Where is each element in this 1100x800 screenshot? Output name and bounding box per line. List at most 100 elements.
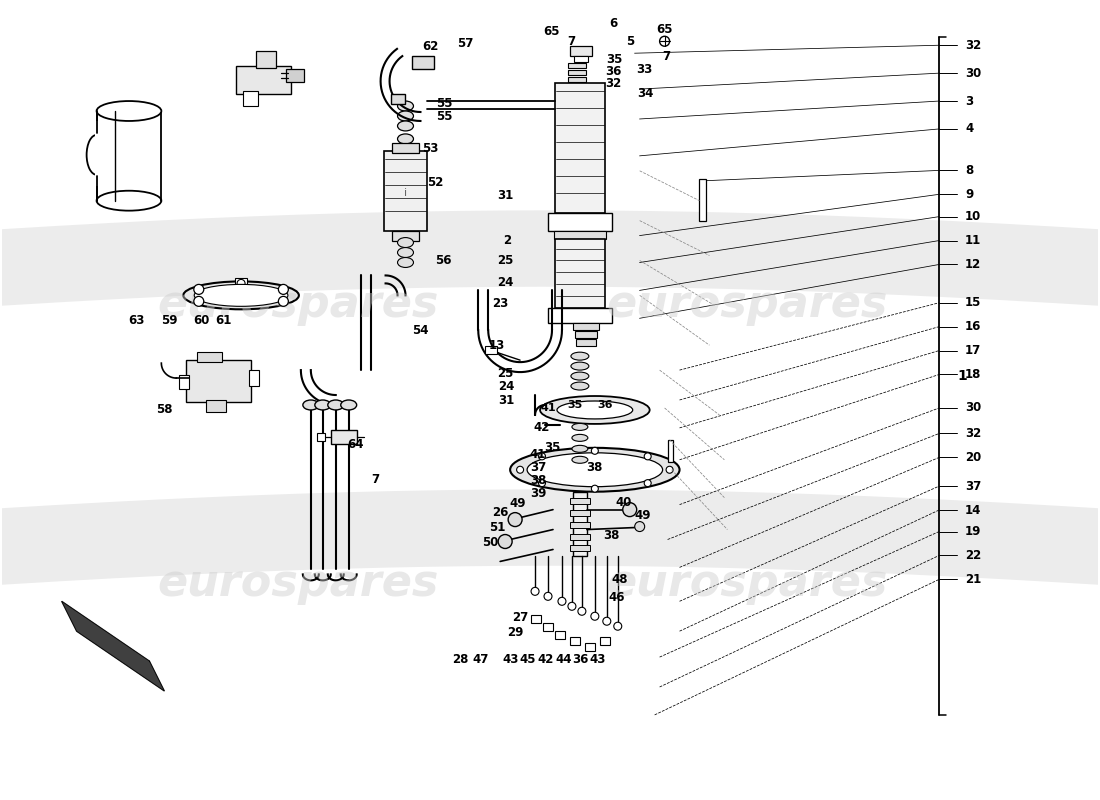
- Bar: [570, 46, 592, 56]
- Bar: [575, 331, 597, 338]
- Text: 64: 64: [348, 438, 364, 451]
- Text: 48: 48: [612, 573, 628, 586]
- Text: 42: 42: [534, 422, 550, 434]
- Text: 24: 24: [497, 276, 514, 289]
- Text: 53: 53: [422, 142, 439, 155]
- Text: 44: 44: [556, 653, 572, 666]
- Text: 38: 38: [604, 529, 620, 542]
- Text: 56: 56: [436, 254, 452, 267]
- Ellipse shape: [572, 434, 587, 442]
- Ellipse shape: [328, 400, 343, 410]
- Bar: [286, 69, 304, 82]
- Circle shape: [278, 296, 288, 306]
- Bar: [568, 77, 586, 82]
- Text: 2: 2: [503, 234, 512, 247]
- Text: 61: 61: [214, 314, 231, 326]
- Ellipse shape: [571, 352, 588, 360]
- Text: 35: 35: [543, 442, 560, 454]
- Text: 35: 35: [606, 53, 623, 66]
- Text: 49: 49: [510, 497, 527, 510]
- Text: 33: 33: [637, 62, 652, 76]
- Text: 6: 6: [609, 17, 618, 30]
- Bar: [548, 308, 612, 323]
- Text: 58: 58: [156, 403, 173, 417]
- Ellipse shape: [397, 121, 414, 131]
- Ellipse shape: [572, 456, 587, 463]
- Bar: [574, 56, 587, 62]
- Circle shape: [558, 598, 565, 606]
- Bar: [570, 510, 590, 515]
- Bar: [249, 370, 258, 386]
- Bar: [570, 637, 580, 645]
- Ellipse shape: [572, 446, 587, 452]
- Text: 52: 52: [427, 176, 443, 190]
- Circle shape: [539, 453, 546, 460]
- Bar: [95, 121, 114, 186]
- Circle shape: [623, 502, 637, 517]
- Circle shape: [508, 513, 522, 526]
- Bar: [179, 375, 189, 389]
- Text: 20: 20: [965, 451, 981, 464]
- Bar: [317, 433, 324, 441]
- Text: 8: 8: [965, 164, 974, 177]
- Text: 41: 41: [530, 448, 547, 462]
- Bar: [235, 278, 248, 288]
- Text: 30: 30: [965, 66, 981, 80]
- Text: 3: 3: [965, 94, 974, 107]
- Circle shape: [278, 285, 288, 294]
- Text: 22: 22: [965, 549, 981, 562]
- Ellipse shape: [315, 400, 331, 410]
- Text: 4: 4: [965, 122, 974, 135]
- Bar: [331, 430, 356, 444]
- Text: 65: 65: [543, 25, 560, 38]
- Text: 26: 26: [492, 506, 508, 519]
- Text: 65: 65: [657, 22, 673, 36]
- Bar: [412, 56, 434, 69]
- Text: i: i: [404, 188, 407, 198]
- Ellipse shape: [572, 423, 587, 430]
- Ellipse shape: [571, 372, 588, 380]
- Text: 62: 62: [422, 40, 439, 53]
- Text: eurospares: eurospares: [606, 283, 888, 326]
- Text: 37: 37: [530, 462, 547, 474]
- Circle shape: [614, 622, 622, 630]
- Text: 54: 54: [412, 324, 429, 337]
- Circle shape: [539, 480, 546, 486]
- Text: 45: 45: [520, 653, 537, 666]
- Bar: [197, 352, 222, 362]
- Text: 51: 51: [490, 521, 505, 534]
- Circle shape: [592, 486, 598, 492]
- Ellipse shape: [184, 282, 299, 310]
- Text: 50: 50: [482, 536, 498, 549]
- Bar: [531, 615, 541, 623]
- Ellipse shape: [397, 258, 414, 267]
- Text: 55: 55: [436, 97, 452, 110]
- Bar: [206, 400, 227, 412]
- Text: 17: 17: [965, 344, 981, 357]
- Text: 43: 43: [502, 653, 518, 666]
- Circle shape: [194, 296, 204, 306]
- Ellipse shape: [397, 111, 414, 121]
- Ellipse shape: [571, 362, 588, 370]
- Text: 40: 40: [616, 496, 631, 509]
- Text: eurospares: eurospares: [606, 562, 888, 605]
- Circle shape: [517, 466, 524, 474]
- Text: 42: 42: [538, 653, 554, 666]
- Circle shape: [660, 36, 670, 46]
- Text: 25: 25: [497, 254, 514, 267]
- Bar: [570, 498, 590, 504]
- Text: 28: 28: [452, 653, 469, 666]
- Ellipse shape: [510, 448, 680, 492]
- Text: 24: 24: [498, 379, 515, 393]
- Ellipse shape: [97, 190, 162, 210]
- Ellipse shape: [397, 134, 414, 144]
- Ellipse shape: [397, 247, 414, 258]
- Ellipse shape: [527, 453, 662, 486]
- Bar: [570, 534, 590, 539]
- Text: 49: 49: [635, 509, 651, 522]
- Text: 55: 55: [436, 110, 452, 123]
- Circle shape: [635, 522, 645, 531]
- Bar: [585, 643, 595, 651]
- Text: 1: 1: [957, 369, 967, 383]
- Ellipse shape: [341, 400, 356, 410]
